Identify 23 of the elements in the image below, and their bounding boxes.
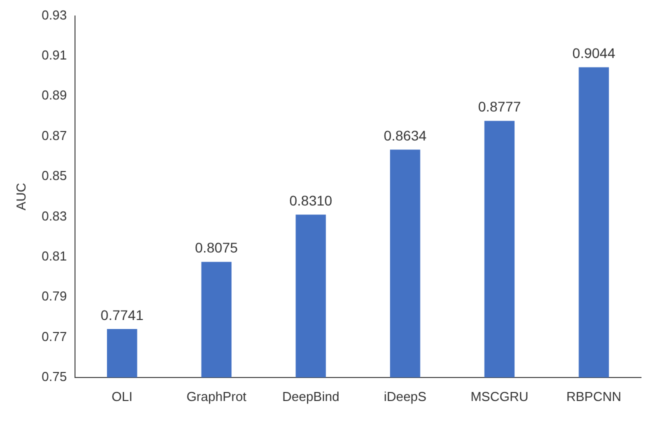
- y-tick-label: 0.87: [42, 128, 67, 143]
- x-tick-label: OLI: [112, 388, 133, 404]
- y-tick-label: 0.93: [42, 7, 67, 22]
- y-tick-label: 0.75: [42, 368, 67, 384]
- y-tick-label: 0.79: [42, 288, 67, 304]
- y-tick-label: 0.77: [42, 328, 67, 344]
- x-tick-label: iDeepS: [384, 388, 427, 404]
- data-label: 0.7741: [100, 306, 144, 323]
- y-tick-label: 0.85: [42, 168, 67, 184]
- x-tick-label: GraphProt: [186, 388, 247, 404]
- y-axis-title: AUC: [13, 182, 28, 210]
- data-label: 0.9044: [572, 45, 616, 62]
- data-label: 0.8634: [384, 127, 427, 144]
- data-label: 0.8777: [478, 98, 522, 115]
- x-tick-label: DeepBind: [282, 388, 340, 404]
- data-label: 0.8310: [289, 192, 332, 209]
- x-tick-label: RBPCNN: [566, 388, 622, 404]
- y-tick-label: 0.89: [42, 88, 67, 103]
- y-tick-label: 0.83: [42, 208, 67, 224]
- y-tick-label: 0.91: [42, 48, 67, 63]
- data-label: 0.8075: [195, 240, 238, 256]
- y-tick-label: 0.81: [42, 248, 67, 264]
- x-tick-label: MSCGRU: [470, 388, 528, 404]
